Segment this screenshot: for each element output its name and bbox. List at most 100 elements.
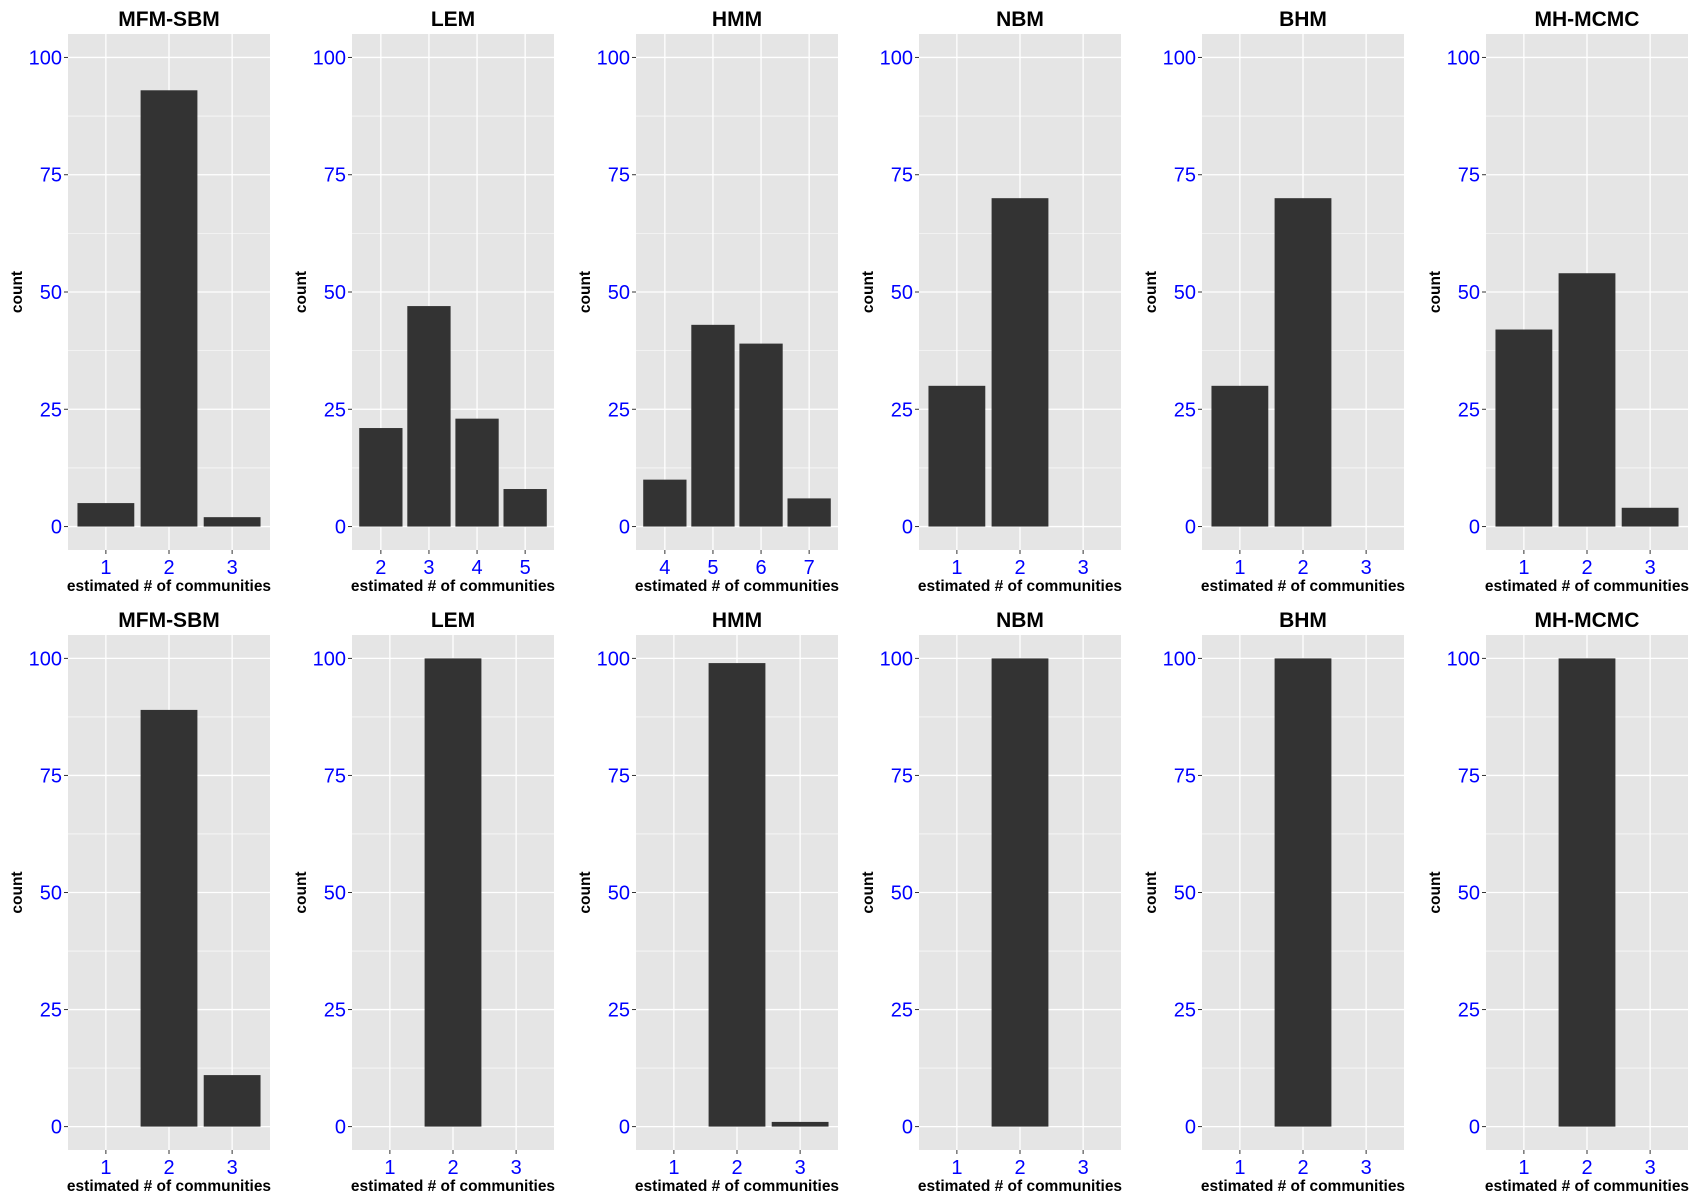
y-tick-label: 75 xyxy=(1174,165,1196,187)
y-tick-label: 75 xyxy=(1174,765,1196,787)
y-tick-label: 75 xyxy=(1458,765,1480,787)
y-axis-label: count xyxy=(860,271,877,313)
y-tick-label: 50 xyxy=(1174,282,1196,304)
x-tick-label: 2 xyxy=(447,1157,458,1179)
panel-4: 0 25 50 75 100 1 2 3 NBM estimated # of communiti… xyxy=(860,8,1122,595)
bar-6 xyxy=(739,343,783,527)
bar-4 xyxy=(455,418,499,527)
panel-3: 0 25 50 75 100 4 5 6 7 HMM estimated # of communit… xyxy=(577,8,839,595)
y-tick-label: 0 xyxy=(619,517,630,539)
x-tick-label: 1 xyxy=(951,1157,962,1179)
panel-2: 0 25 50 75 100 2 3 4 5 LEM estimated # of communit… xyxy=(293,8,555,595)
x-tick-label: 2 xyxy=(1581,557,1592,579)
y-tick-label: 25 xyxy=(1174,1000,1196,1022)
y-tick-label: 0 xyxy=(1469,1117,1480,1139)
y-tick-label: 100 xyxy=(880,648,913,670)
x-tick-label: 3 xyxy=(1361,557,1372,579)
x-axis-label: estimated # of communities xyxy=(67,578,271,595)
y-axis-label: count xyxy=(9,271,26,313)
y-tick-label: 75 xyxy=(324,165,346,187)
panel-6: 0 25 50 75 100 1 2 3 MH-MCMC estimated # of commu… xyxy=(1427,8,1689,595)
x-axis-label: estimated # of communities xyxy=(918,1178,1122,1195)
x-axis-label: estimated # of communities xyxy=(67,1178,271,1195)
bar-5 xyxy=(503,489,547,527)
x-axis-label: estimated # of communities xyxy=(635,1178,839,1195)
x-tick-label: 1 xyxy=(668,1157,679,1179)
bar-3 xyxy=(203,517,261,527)
bar-1 xyxy=(928,385,986,527)
x-axis-label: estimated # of communities xyxy=(351,578,555,595)
y-tick-label: 50 xyxy=(1458,883,1480,905)
x-tick-label: 2 xyxy=(1581,1157,1592,1179)
x-tick-label: 1 xyxy=(951,557,962,579)
x-tick-label: 3 xyxy=(227,557,238,579)
bar-3 xyxy=(203,1075,261,1127)
y-tick-label: 50 xyxy=(324,282,346,304)
y-tick-label: 0 xyxy=(1185,517,1196,539)
bar-1 xyxy=(77,503,135,527)
x-tick-label: 2 xyxy=(1297,1157,1308,1179)
y-axis-label: count xyxy=(577,271,594,313)
y-tick-label: 50 xyxy=(40,282,62,304)
chart-title: MH-MCMC xyxy=(1535,8,1640,31)
y-tick-label: 25 xyxy=(608,399,630,421)
x-tick-label: 3 xyxy=(795,1157,806,1179)
bar-3 xyxy=(1621,507,1679,527)
y-tick-label: 25 xyxy=(1458,399,1480,421)
x-tick-label: 5 xyxy=(520,557,531,579)
y-tick-label: 25 xyxy=(608,1000,630,1022)
y-tick-label: 25 xyxy=(1174,399,1196,421)
y-tick-label: 0 xyxy=(902,1117,913,1139)
y-tick-label: 75 xyxy=(608,765,630,787)
y-tick-label: 100 xyxy=(313,47,346,69)
y-tick-label: 100 xyxy=(597,47,630,69)
y-tick-label: 0 xyxy=(1185,1117,1196,1139)
y-tick-label: 100 xyxy=(29,47,62,69)
y-tick-label: 75 xyxy=(891,165,913,187)
chart-title: MH-MCMC xyxy=(1535,609,1640,632)
x-tick-label: 3 xyxy=(1361,1157,1372,1179)
chart-title: HMM xyxy=(712,8,762,31)
x-tick-label: 3 xyxy=(1078,557,1089,579)
x-axis-label: estimated # of communities xyxy=(1485,578,1689,595)
bar-2 xyxy=(359,428,403,527)
x-tick-label: 6 xyxy=(755,557,766,579)
x-tick-label: 2 xyxy=(1014,557,1025,579)
bar-1 xyxy=(1211,385,1269,527)
y-tick-label: 100 xyxy=(313,648,346,670)
x-axis-label: estimated # of communities xyxy=(1201,578,1405,595)
y-tick-label: 100 xyxy=(1447,648,1480,670)
y-tick-label: 0 xyxy=(335,517,346,539)
x-tick-label: 2 xyxy=(1014,1157,1025,1179)
y-tick-label: 100 xyxy=(29,648,62,670)
y-tick-label: 25 xyxy=(1458,1000,1480,1022)
y-tick-label: 0 xyxy=(902,517,913,539)
bar-2 xyxy=(140,709,198,1127)
chart-title: NBM xyxy=(996,8,1044,31)
x-axis-label: estimated # of communities xyxy=(1485,1178,1689,1195)
panel-12: 0 25 50 75 100 1 2 3 MH-MCMC estimated # of commu… xyxy=(1427,609,1689,1195)
bar-2 xyxy=(991,198,1049,527)
bar-2 xyxy=(140,90,198,527)
y-tick-label: 25 xyxy=(40,1000,62,1022)
x-tick-label: 1 xyxy=(384,1157,395,1179)
y-tick-label: 25 xyxy=(40,399,62,421)
y-tick-label: 0 xyxy=(1469,517,1480,539)
x-tick-label: 1 xyxy=(1518,1157,1529,1179)
chart-title: NBM xyxy=(996,609,1044,632)
x-tick-label: 2 xyxy=(731,1157,742,1179)
panel-1: 0 25 50 75 100 1 2 3 MFM-SBM estimated # of commu… xyxy=(9,8,271,595)
chart-title: BHM xyxy=(1279,8,1327,31)
x-tick-label: 7 xyxy=(804,557,815,579)
x-tick-label: 3 xyxy=(1078,1157,1089,1179)
panel-8: 0 25 50 75 100 1 2 3 LEM estimated # of communiti… xyxy=(293,609,555,1195)
x-tick-label: 4 xyxy=(659,557,670,579)
y-axis-label: count xyxy=(1427,271,1444,313)
y-tick-label: 25 xyxy=(324,1000,346,1022)
x-tick-label: 3 xyxy=(1645,557,1656,579)
y-tick-label: 50 xyxy=(1174,883,1196,905)
chart-title: LEM xyxy=(431,8,475,31)
y-axis-label: count xyxy=(860,871,877,913)
y-tick-label: 50 xyxy=(608,883,630,905)
